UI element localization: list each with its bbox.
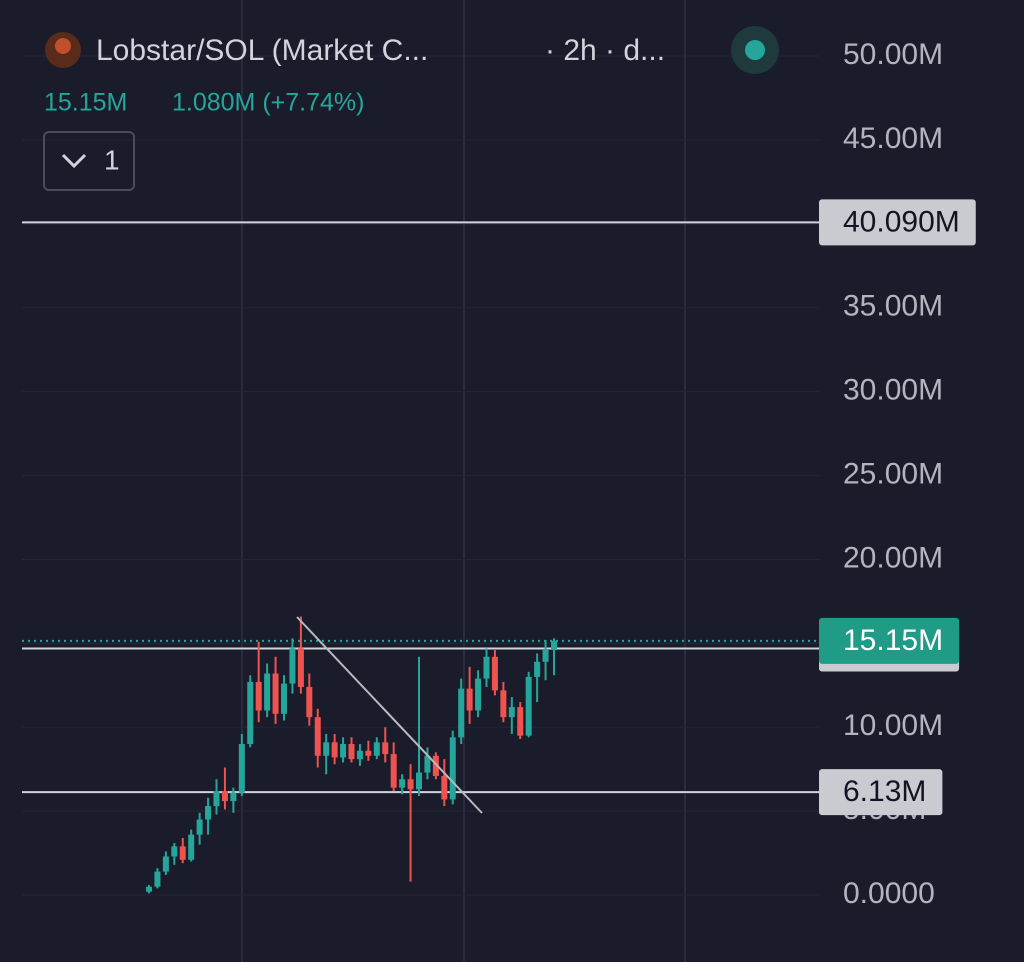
candle-body [365, 750, 372, 756]
candle-body [146, 886, 152, 892]
candle-body [534, 661, 541, 677]
candle-body [340, 744, 347, 758]
candle-body [221, 791, 228, 802]
candle-body [289, 648, 296, 684]
subtitle: · 2h · d... [545, 34, 665, 67]
candle-body [424, 755, 431, 773]
candle-body [213, 791, 220, 807]
candle-body [247, 681, 254, 745]
candle-body [331, 742, 338, 758]
indicator-count: 1 [104, 144, 120, 175]
title: Lobstar/SOL (Market C... [96, 34, 428, 67]
chevron [61, 153, 87, 169]
candle-body [432, 755, 439, 776]
candle-body [171, 846, 178, 857]
y-tick-label: 25.00M [843, 457, 943, 490]
status-dot[interactable] [745, 40, 765, 60]
y-tick-label: 35.00M [843, 290, 943, 323]
token-icon-detail [55, 38, 71, 54]
candle-body [542, 650, 549, 662]
change: 1.080M (+7.74%) [172, 89, 364, 117]
candle-body [551, 640, 557, 651]
candle-body [196, 819, 203, 835]
candle-body [458, 688, 465, 738]
candle-body [475, 678, 482, 711]
candle-body [154, 871, 161, 887]
y-tick-label: 30.00M [843, 374, 943, 407]
candle-body [441, 775, 448, 800]
price-line-label: 6.13M [843, 775, 926, 808]
candle-body [508, 707, 515, 718]
candle-body [416, 772, 422, 790]
candle-body [162, 856, 169, 872]
candle-body [517, 707, 524, 736]
header: Lobstar/SOL (Market C... · 2h · d... 15.… [43, 26, 779, 191]
candle-body [399, 779, 406, 788]
candle-body [314, 717, 321, 756]
candle-body [390, 754, 397, 788]
candle-body [483, 656, 490, 679]
candle-body [348, 744, 355, 760]
candle-body [297, 648, 304, 687]
candle-body [230, 792, 237, 802]
candle-body [382, 742, 389, 755]
y-tick-label: 45.00M [843, 122, 943, 155]
last-value: 15.15M [44, 89, 127, 117]
candle-body [306, 686, 313, 718]
indicator-toggle[interactable] [43, 131, 135, 191]
y-tick-label: 0.0000 [843, 877, 935, 910]
candle-body [281, 683, 287, 714]
y-tick-label: 10.00M [843, 709, 943, 742]
current-price-box [819, 617, 960, 664]
candle-body [264, 673, 271, 711]
candle-body [491, 656, 498, 691]
candle-body [323, 742, 330, 756]
trend-line [296, 616, 483, 814]
current-price-label: 15.15M [843, 624, 943, 657]
price-line-label: 40.090M [843, 205, 960, 238]
candle-body [407, 779, 414, 790]
candle-body [205, 806, 212, 820]
candle-body [373, 742, 380, 756]
candle-body [500, 690, 507, 718]
y-tick-label: 50.00M [843, 38, 943, 71]
candle-body [238, 744, 245, 793]
candle-body [356, 750, 363, 760]
candle-body [255, 681, 262, 711]
candle-body [188, 834, 195, 860]
candle-body [272, 673, 279, 714]
y-tick-label: 20.00M [843, 541, 943, 574]
price-line-box [819, 199, 976, 246]
candle-body [179, 846, 186, 860]
price-line-box [819, 769, 943, 816]
candle-body [525, 676, 532, 736]
candle-body [466, 688, 473, 711]
candle-body [449, 737, 456, 800]
